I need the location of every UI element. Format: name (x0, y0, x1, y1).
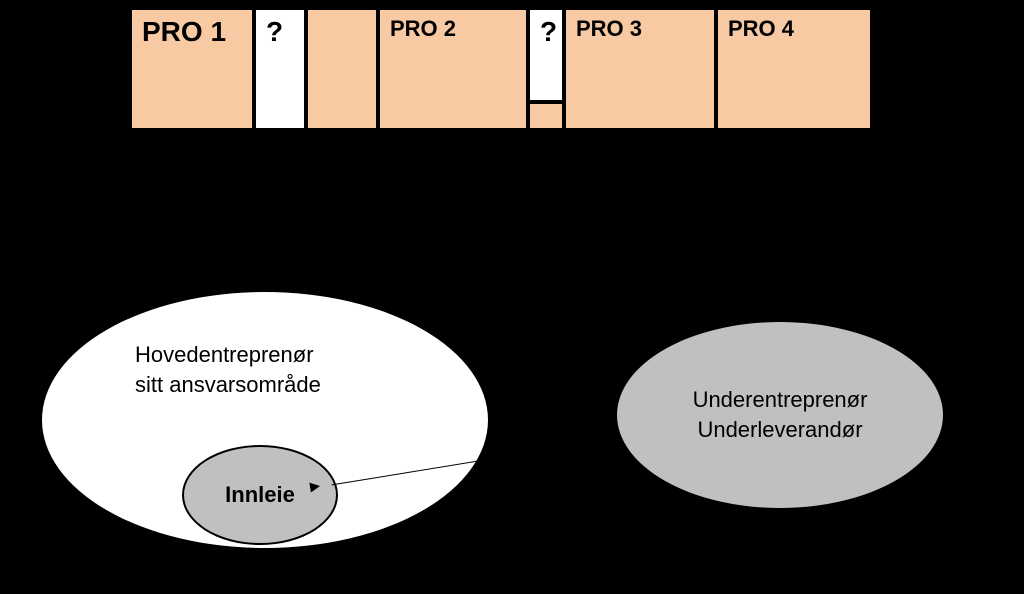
box-q1-label: ? (266, 16, 283, 47)
ellipse-under-label-line2: Underleverandør (670, 415, 890, 445)
ellipse-innleie-label: Innleie (210, 482, 310, 508)
box-gap-1 (306, 8, 378, 130)
arrow-head-icon (309, 481, 320, 492)
box-under-question-2 (528, 102, 564, 130)
box-question-1: ? (254, 8, 306, 130)
box-q2-label: ? (540, 16, 557, 47)
box-question-2: ? (528, 8, 564, 102)
ellipse-under-label-line1: Underentreprenør (670, 385, 890, 415)
ellipse-under-label: Underentreprenør Underleverandør (670, 385, 890, 445)
box-pro3-label: PRO 3 (576, 16, 642, 41)
ellipse-main-label-line1: Hovedentreprenør (135, 340, 321, 370)
box-pro1: PRO 1 (130, 8, 254, 130)
box-pro2: PRO 2 (378, 8, 528, 130)
box-pro4-label: PRO 4 (728, 16, 794, 41)
box-pro2-label: PRO 2 (390, 16, 456, 41)
box-pro3: PRO 3 (564, 8, 716, 130)
ellipse-main-label: Hovedentreprenør sitt ansvarsområde (135, 340, 321, 400)
ellipse-main-label-line2: sitt ansvarsområde (135, 370, 321, 400)
box-pro1-label: PRO 1 (142, 16, 226, 47)
ellipse-innleie-text: Innleie (225, 482, 295, 507)
box-pro4: PRO 4 (716, 8, 872, 130)
